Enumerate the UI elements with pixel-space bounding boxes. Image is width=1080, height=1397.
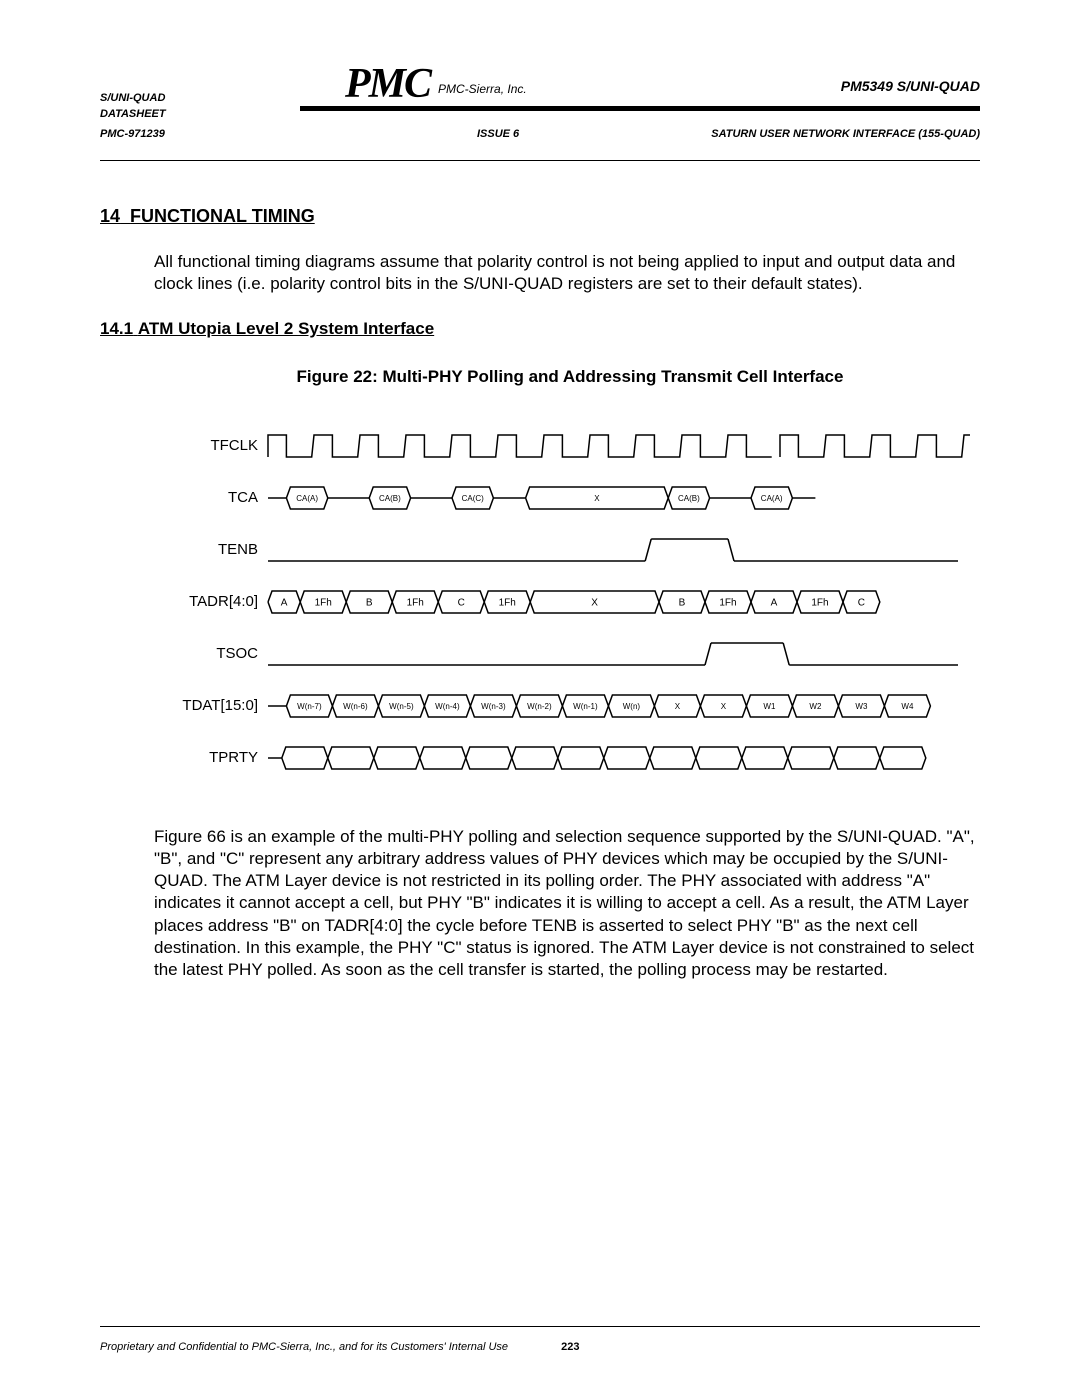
header-thick-rule xyxy=(300,106,980,111)
page-header: PMC PMC-Sierra, Inc. PM5349 S/UNI-QUAD S… xyxy=(100,60,980,170)
svg-text:TENB: TENB xyxy=(218,541,258,558)
footer-text: Proprietary and Confidential to PMC-Sier… xyxy=(100,1341,579,1353)
svg-text:TSOC: TSOC xyxy=(216,645,258,662)
subsection-title: ATM Utopia Level 2 System Interface xyxy=(138,319,434,338)
svg-text:CA(C): CA(C) xyxy=(462,494,485,503)
svg-text:1Fh: 1Fh xyxy=(499,598,516,609)
intro-paragraph: All functional timing diagrams assume th… xyxy=(154,251,980,295)
company-logo: PMC PMC-Sierra, Inc. xyxy=(345,60,527,108)
svg-text:X: X xyxy=(591,598,598,609)
svg-text:1Fh: 1Fh xyxy=(811,598,828,609)
svg-text:1Fh: 1Fh xyxy=(719,598,736,609)
svg-text:TPRTY: TPRTY xyxy=(209,749,258,766)
svg-text:CA(A): CA(A) xyxy=(296,494,318,503)
section-title: FUNCTIONAL TIMING xyxy=(130,206,315,226)
svg-text:TDAT[15:0]: TDAT[15:0] xyxy=(182,697,258,714)
doc-subtitle: SATURN USER NETWORK INTERFACE (155-QUAD) xyxy=(711,128,980,140)
svg-text:W1: W1 xyxy=(763,702,776,711)
subsection-heading: 14.1 ATM Utopia Level 2 System Interface xyxy=(100,319,980,339)
timing-svg: TFCLK TCA CA(A) CA(B) CA(C) X CA(B) CA(A) TENB TA… xyxy=(150,417,970,797)
svg-text:W(n-4): W(n-4) xyxy=(435,702,460,711)
doc-number: PMC-971239 xyxy=(100,128,165,140)
footer-confidential: Proprietary and Confidential to PMC-Sier… xyxy=(100,1341,508,1353)
svg-text:W(n-1): W(n-1) xyxy=(573,702,598,711)
page-number: 223 xyxy=(561,1341,579,1353)
svg-text:X: X xyxy=(675,702,681,711)
svg-text:A: A xyxy=(281,598,288,609)
logo-suffix: PMC-Sierra, Inc. xyxy=(438,82,527,96)
svg-text:1Fh: 1Fh xyxy=(315,598,332,609)
svg-text:TCA: TCA xyxy=(228,489,258,506)
body-paragraph-2: Figure 66 is an example of the multi-PHY… xyxy=(154,826,980,981)
svg-text:W(n-7): W(n-7) xyxy=(297,702,322,711)
svg-text:B: B xyxy=(679,598,686,609)
svg-text:A: A xyxy=(771,598,778,609)
svg-text:W3: W3 xyxy=(855,702,868,711)
section-number: 14 xyxy=(100,206,120,226)
svg-text:W(n-5): W(n-5) xyxy=(389,702,414,711)
svg-text:X: X xyxy=(721,702,727,711)
svg-text:W2: W2 xyxy=(809,702,822,711)
svg-text:TFCLK: TFCLK xyxy=(210,437,258,454)
svg-text:W(n-2): W(n-2) xyxy=(527,702,552,711)
doc-type-2: DATASHEET xyxy=(100,108,166,120)
svg-text:CA(B): CA(B) xyxy=(678,494,700,503)
svg-text:W(n): W(n) xyxy=(623,702,641,711)
svg-text:C: C xyxy=(858,598,865,609)
header-thin-rule xyxy=(100,160,980,161)
svg-text:1Fh: 1Fh xyxy=(407,598,424,609)
section-heading: 14 FUNCTIONAL TIMING xyxy=(100,206,980,227)
svg-text:W(n-3): W(n-3) xyxy=(481,702,506,711)
svg-text:C: C xyxy=(458,598,465,609)
svg-text:CA(A): CA(A) xyxy=(761,494,783,503)
issue-number: ISSUE 6 xyxy=(477,128,519,140)
figure-caption: Figure 22: Multi-PHY Polling and Address… xyxy=(160,367,980,387)
logo-text: PMC xyxy=(345,60,430,108)
part-number: PM5349 S/UNI-QUAD xyxy=(841,78,980,94)
footer-rule xyxy=(100,1326,980,1327)
header-row-2: PMC-971239 ISSUE 6 SATURN USER NETWORK I… xyxy=(100,128,980,140)
svg-text:W4: W4 xyxy=(901,702,914,711)
timing-diagram: TFCLK TCA CA(A) CA(B) CA(C) X CA(B) CA(A) TENB TA… xyxy=(150,417,970,802)
subsection-number: 14.1 xyxy=(100,319,133,338)
svg-text:B: B xyxy=(366,598,373,609)
svg-text:TADR[4:0]: TADR[4:0] xyxy=(189,593,258,610)
svg-text:W(n-6): W(n-6) xyxy=(343,702,368,711)
svg-text:X: X xyxy=(594,494,600,503)
doc-type-1: S/UNI-QUAD xyxy=(100,92,165,104)
svg-text:CA(B): CA(B) xyxy=(379,494,401,503)
